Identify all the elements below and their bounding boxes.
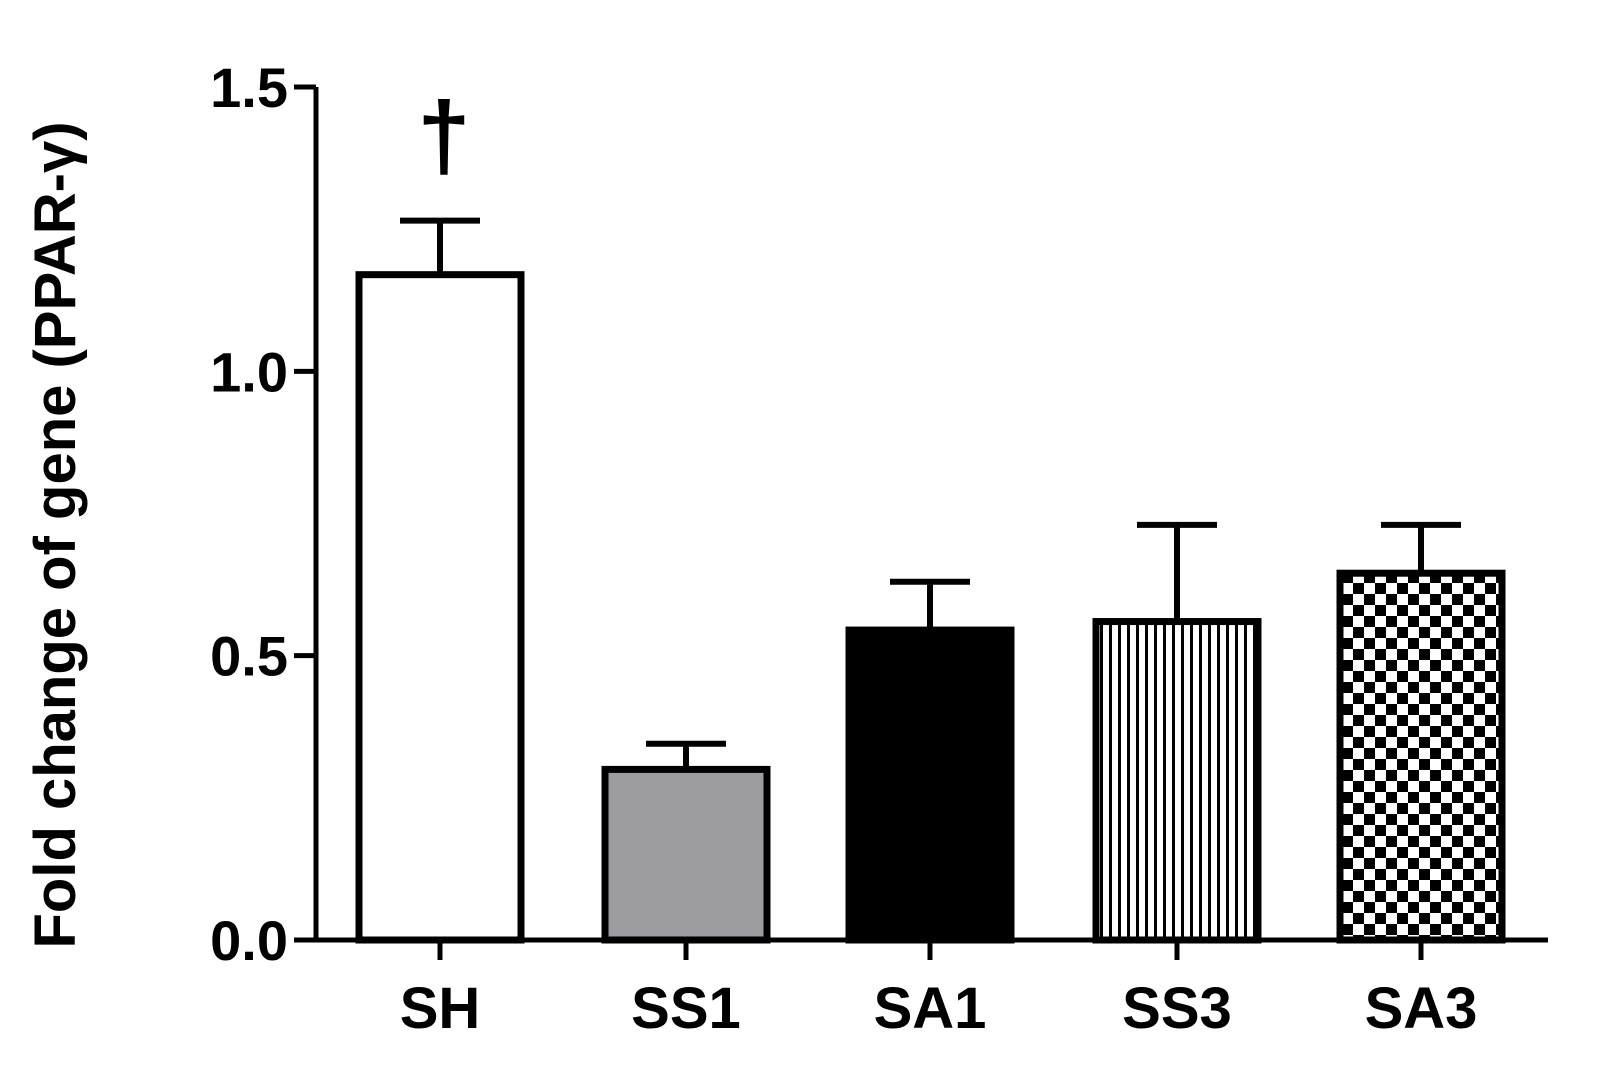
bars: † [355, 83, 1506, 944]
y-tick-label: 0.0 [210, 909, 288, 972]
x-tick-label: SA3 [1365, 976, 1478, 1041]
significance-marker: † [417, 83, 470, 190]
bar-sh [355, 271, 525, 944]
bar-ss1 [601, 765, 771, 944]
x-tick-label: SS3 [1122, 976, 1232, 1041]
y-tick-label: 0.5 [210, 625, 288, 688]
bar-ss3 [1092, 618, 1262, 944]
y-ticks: 0.0 0.5 1.0 1.5 [210, 56, 316, 972]
y-tick-label: 1.0 [210, 340, 288, 403]
y-tick-label: 1.5 [210, 56, 288, 119]
bar-sa3 [1336, 569, 1506, 944]
y-axis-label: Fold change of gene (PPAR-γ) [23, 121, 88, 948]
x-tick-label: SH [400, 976, 481, 1041]
x-tick-label: SA1 [874, 976, 987, 1041]
x-tick-label: SS1 [631, 976, 741, 1041]
bar-sa1 [845, 626, 1015, 944]
x-ticks: SH SS1 SA1 SS3 SA3 [400, 940, 1478, 1041]
